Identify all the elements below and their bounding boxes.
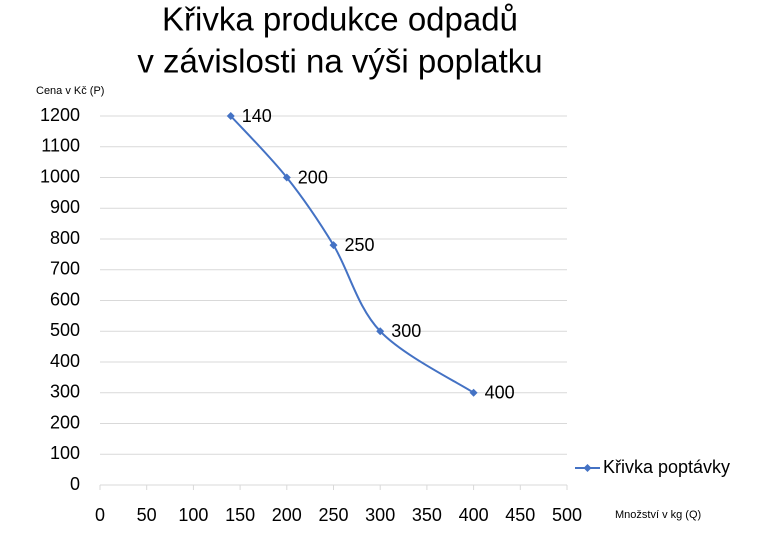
x-tick-label: 150 <box>225 505 255 525</box>
marker <box>469 388 478 397</box>
x-tick-label: 250 <box>318 505 348 525</box>
marker <box>376 327 385 336</box>
data-label: 300 <box>391 321 421 341</box>
marker <box>282 173 291 182</box>
x-tick-label: 0 <box>95 505 105 525</box>
x-tick-label: 450 <box>505 505 535 525</box>
y-axis-label: Cena v Kč (P) <box>36 85 104 97</box>
y-tick-label: 500 <box>50 320 80 340</box>
data-label: 140 <box>242 106 272 126</box>
legend-label: Křivka poptávky <box>603 457 730 477</box>
y-tick-label: 800 <box>50 228 80 248</box>
y-tick-label: 1200 <box>40 105 80 125</box>
data-label: 400 <box>485 383 515 403</box>
y-tick-label: 600 <box>50 289 80 309</box>
x-axis-label: Množství v kg (Q) <box>615 509 701 521</box>
y-tick-label: 100 <box>50 443 80 463</box>
x-tick-label: 200 <box>272 505 302 525</box>
marker <box>226 112 235 120</box>
data-label: 200 <box>298 167 328 187</box>
y-tick-label: 1000 <box>40 166 80 186</box>
legend-marker <box>583 464 592 472</box>
x-tick-label: 350 <box>412 505 442 525</box>
y-tick-label: 200 <box>50 412 80 432</box>
y-tick-label: 1100 <box>41 136 80 156</box>
chart-title: v závislosti na výši poplatku <box>137 43 542 80</box>
x-tick-label: 100 <box>178 505 208 525</box>
x-tick-label: 300 <box>365 505 395 525</box>
y-tick-label: 0 <box>70 474 80 494</box>
y-tick-label: 300 <box>50 382 80 402</box>
x-tick-label: 400 <box>459 505 489 525</box>
y-tick-label: 900 <box>50 197 80 217</box>
marker <box>329 241 338 250</box>
x-tick-label: 500 <box>552 505 582 525</box>
data-label: 250 <box>345 235 375 255</box>
y-tick-label: 700 <box>50 259 80 279</box>
x-tick-label: 50 <box>137 505 157 525</box>
y-tick-label: 400 <box>50 351 80 371</box>
chart-title: Křivka produkce odpadů <box>162 1 518 38</box>
